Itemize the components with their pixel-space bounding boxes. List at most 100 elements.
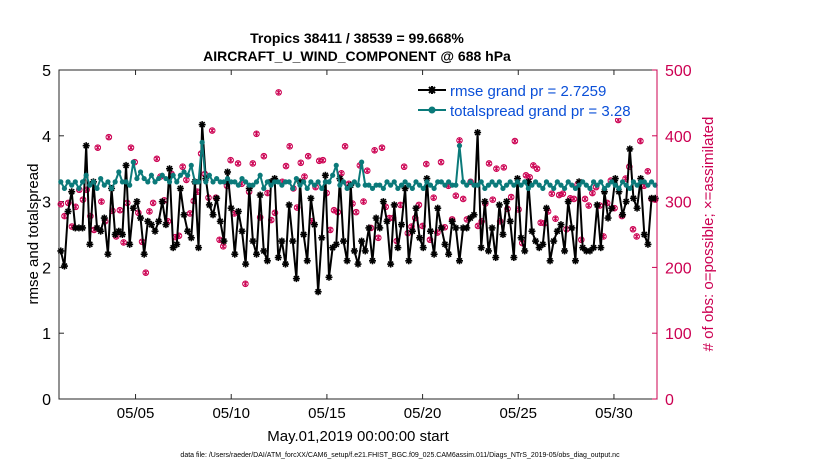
spread-point xyxy=(119,179,126,185)
spread-point xyxy=(511,182,517,188)
rmse-point xyxy=(568,224,576,232)
obs-count-point xyxy=(127,144,135,151)
legend-spread-label: totalspread grand pr = 3.28 xyxy=(450,103,631,120)
spread-point xyxy=(540,185,546,192)
obs-count-point xyxy=(530,162,537,169)
spread-point xyxy=(623,182,629,188)
rmse-point xyxy=(64,207,72,215)
spread-point xyxy=(141,175,147,182)
obs-count-point xyxy=(142,269,150,276)
spread-point xyxy=(243,179,249,185)
rmse-point xyxy=(651,194,659,202)
rmse-point xyxy=(166,165,174,173)
rmse-point xyxy=(133,198,141,206)
spread-point xyxy=(311,182,318,188)
obs-count-point xyxy=(297,159,305,167)
y-tick-left-label: 0 xyxy=(42,392,51,409)
spread-point xyxy=(478,179,484,185)
spread-point xyxy=(630,179,637,185)
spread-point xyxy=(395,185,401,192)
spread-point xyxy=(210,179,216,185)
rmse-point xyxy=(397,221,405,229)
spread-point xyxy=(467,179,473,185)
rmse-point xyxy=(289,237,297,245)
obs-count-point xyxy=(555,191,563,199)
spread-point xyxy=(76,185,82,192)
spread-point xyxy=(456,143,463,149)
rmse-point xyxy=(448,217,456,225)
spread-point xyxy=(388,182,394,188)
rmse-point xyxy=(311,221,319,229)
rmse-point xyxy=(325,273,333,281)
spread-point xyxy=(398,182,405,188)
spread-point xyxy=(112,179,118,185)
rmse-point xyxy=(303,257,311,265)
rmse-point xyxy=(564,198,572,206)
obs-count-point xyxy=(589,189,596,197)
spread-point xyxy=(326,179,332,185)
spread-point xyxy=(380,185,386,192)
obs-count-point xyxy=(559,190,567,197)
spread-point xyxy=(188,162,194,169)
obs-count-point xyxy=(437,158,445,166)
spread-point xyxy=(90,179,97,185)
rmse-point xyxy=(118,231,126,238)
spread-point xyxy=(224,175,231,182)
spread-point xyxy=(195,179,202,185)
y-axis-label-right: # of obs: o=possible; ×=assimilated xyxy=(700,117,717,352)
obs-count-point xyxy=(234,160,242,167)
obs-count-point xyxy=(179,163,186,171)
obs-count-point xyxy=(570,195,578,203)
rmse-point xyxy=(495,201,503,209)
rmse-point xyxy=(122,161,130,169)
spread-point xyxy=(641,179,647,185)
spread-point xyxy=(645,182,651,188)
data-file-footnote: data file: /Users/raeder/DAI/ATM_forcXX/… xyxy=(180,452,620,459)
spread-point xyxy=(301,179,307,185)
spread-point xyxy=(163,175,169,182)
obs-count-point xyxy=(282,162,290,170)
rmse-point xyxy=(224,168,232,176)
y-tick-right-label: 100 xyxy=(665,326,692,343)
rmse-point xyxy=(521,247,529,255)
rmse-point xyxy=(213,194,221,202)
rmse-point xyxy=(292,275,300,283)
spread-point xyxy=(587,185,593,192)
rmse-point xyxy=(354,260,362,268)
spread-point xyxy=(253,179,260,185)
x-tick-label: 05/10 xyxy=(212,405,250,422)
obs-count-point xyxy=(459,195,467,203)
rmse-point xyxy=(343,257,351,265)
rmse-point xyxy=(477,244,485,252)
spread-point xyxy=(522,179,528,185)
spread-point xyxy=(475,182,481,188)
spread-point xyxy=(134,175,140,182)
spread-point xyxy=(69,182,75,188)
rmse-point xyxy=(82,142,90,150)
spread-point xyxy=(232,179,238,185)
rmse-point xyxy=(532,237,540,245)
spread-point xyxy=(261,185,267,192)
spread-point xyxy=(152,179,158,185)
rmse-point xyxy=(93,224,101,232)
rmse-point xyxy=(542,204,550,212)
spread-point xyxy=(304,185,310,192)
spread-point xyxy=(359,159,365,165)
rmse-point xyxy=(503,198,511,206)
spread-point xyxy=(98,175,104,182)
obs-count-point xyxy=(493,165,500,172)
rmse-point xyxy=(550,237,558,245)
obs-count-point xyxy=(374,234,382,242)
spread-point xyxy=(83,172,89,178)
rmse-point xyxy=(474,129,482,137)
rmse-point xyxy=(350,247,358,255)
obs-count-point xyxy=(371,146,378,154)
rmse-point xyxy=(441,240,449,248)
obs-count-point xyxy=(352,208,360,216)
spread-point xyxy=(362,182,368,188)
spread-point xyxy=(369,185,376,192)
rmse-point xyxy=(274,254,282,262)
obs-count-point xyxy=(253,130,260,138)
x-tick-label: 05/15 xyxy=(308,405,346,422)
rmse-point xyxy=(169,244,177,252)
